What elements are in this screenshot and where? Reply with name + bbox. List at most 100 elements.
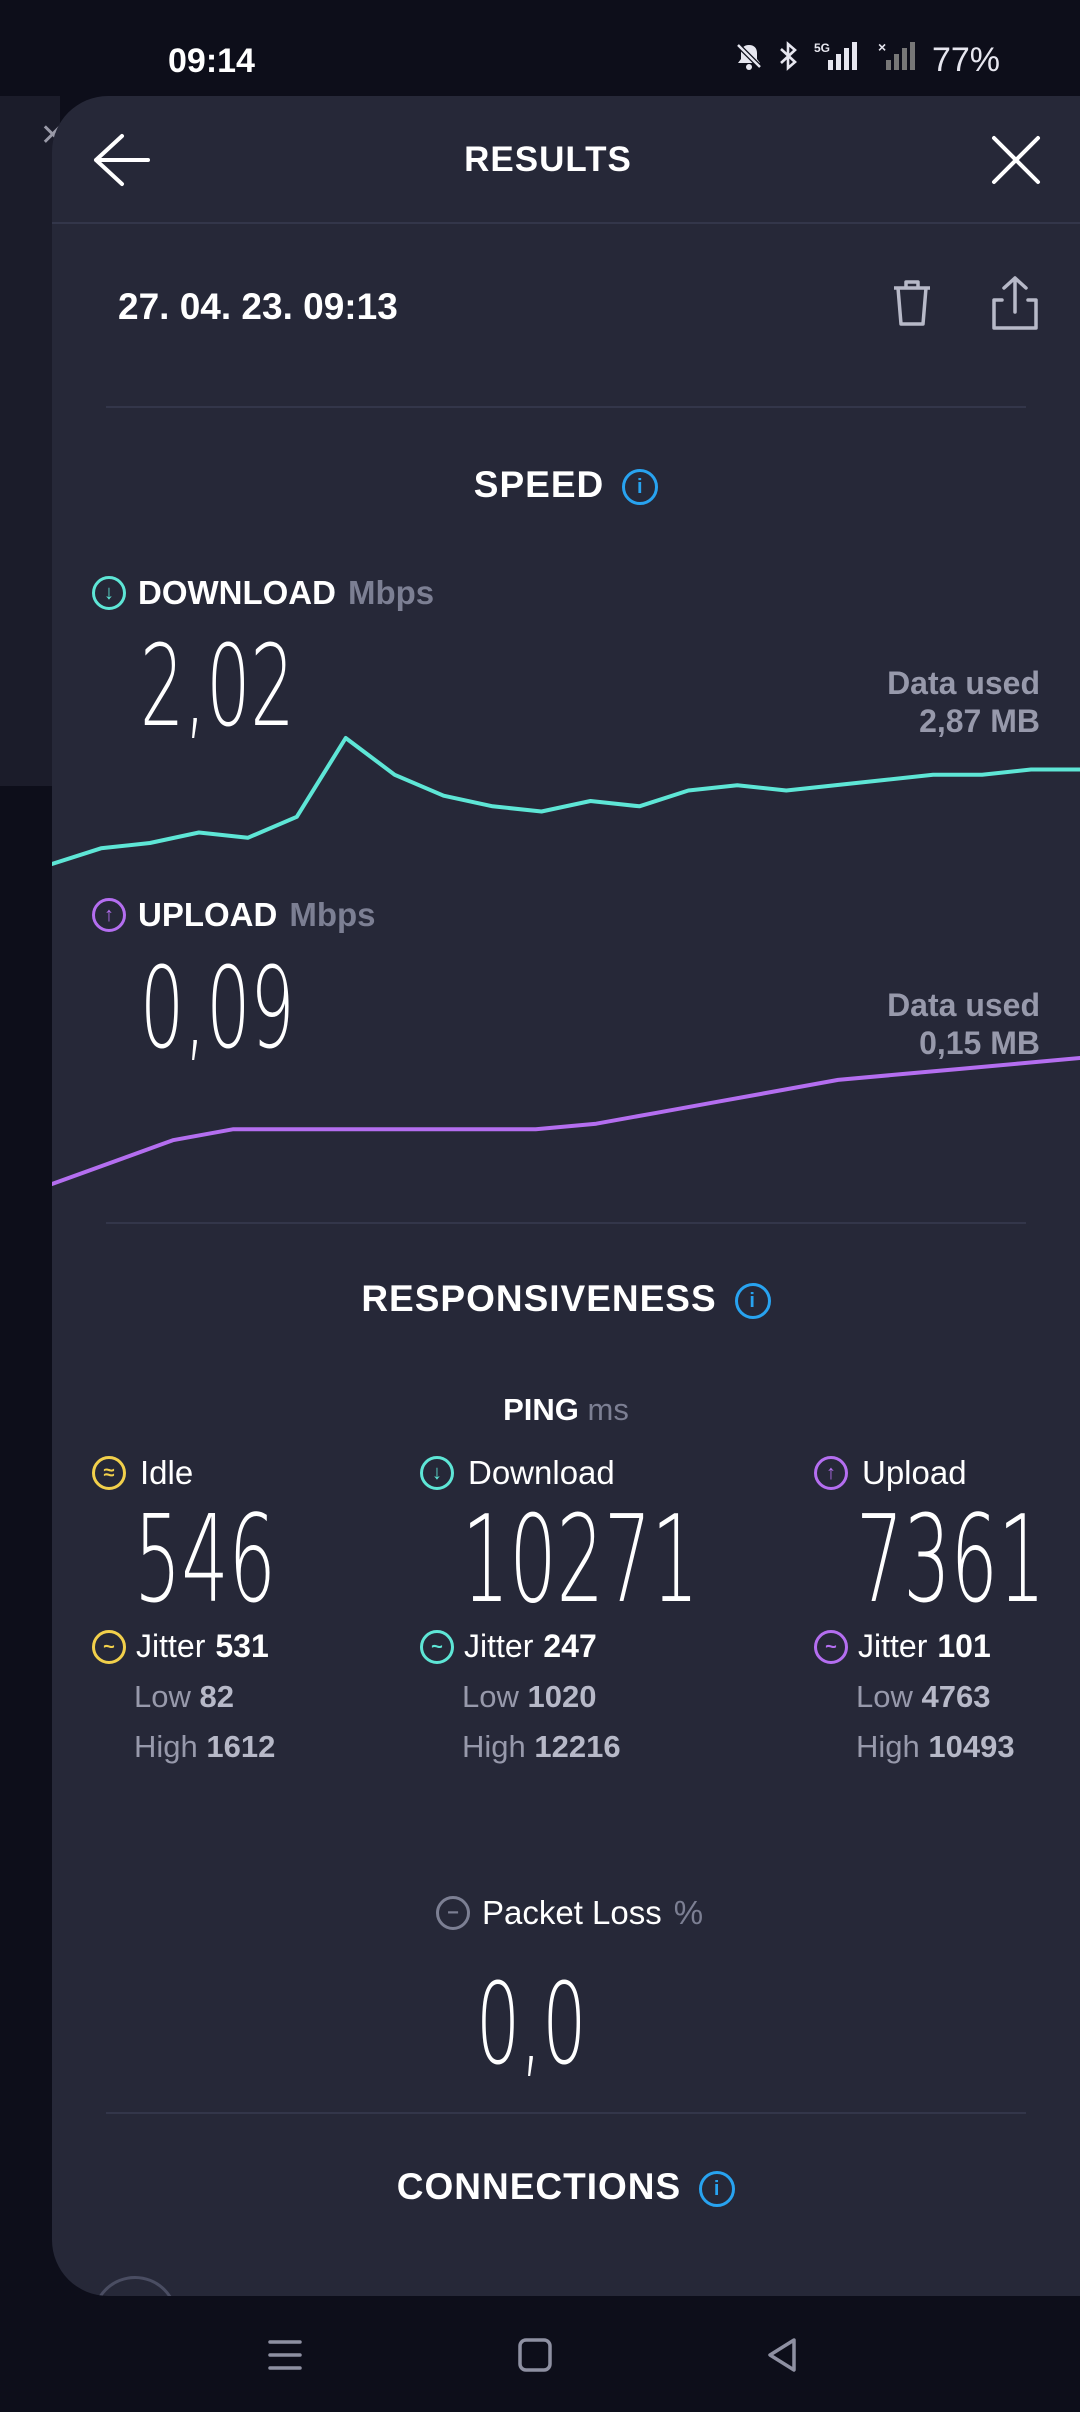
download-chart xyxy=(52,736,1080,866)
recents-icon xyxy=(268,2340,302,2370)
navigation-bar xyxy=(0,2296,1080,2412)
divider xyxy=(106,1222,1026,1224)
download-arrow-icon: ↓ xyxy=(92,576,126,610)
jitter-label: Jitter xyxy=(464,1628,534,1664)
svg-text:×: × xyxy=(878,40,886,55)
connections-title: CONNECTIONS xyxy=(396,2166,682,2207)
ping-upload-low: Low 4763 xyxy=(856,1679,1080,1715)
upload-chart-line xyxy=(52,1056,1080,1186)
results-sheet: RESULTS 27. 04. 23. 09:13 SPEED i ↓ DOWNL… xyxy=(52,96,1080,2296)
ping-upload-high: High 10493 xyxy=(856,1729,1080,1765)
result-date: 27. 04. 23. 09:13 xyxy=(118,286,398,327)
idle-icon: ≈ xyxy=(92,1456,126,1490)
divider xyxy=(106,2112,1026,2114)
speed-title: SPEED xyxy=(473,464,605,505)
ping-idle-high: High 1612 xyxy=(134,1729,432,1765)
download-data-used-label: Data used xyxy=(887,665,1040,701)
packet-loss-label: Packet Loss xyxy=(482,1894,662,1931)
ping-download-low-value: 1020 xyxy=(527,1679,597,1714)
ping-upload-jitter-value: 101 xyxy=(937,1628,991,1664)
download-label: ↓ DOWNLOAD Mbps xyxy=(92,574,434,612)
high-label: High xyxy=(462,1729,526,1764)
jitter-label: Jitter xyxy=(136,1628,206,1664)
battery-level: 77% xyxy=(931,40,1000,79)
jitter-label: Jitter xyxy=(858,1628,928,1664)
back-nav-button[interactable] xyxy=(758,2332,808,2378)
ping-upload-jitter: ~ Jitter 101 xyxy=(814,1628,1080,1665)
ping-upload-label: Upload xyxy=(862,1454,967,1491)
share-icon xyxy=(992,276,1038,330)
back-button[interactable] xyxy=(88,128,158,192)
network-label: 5G xyxy=(814,41,830,55)
ping-upload-high-value: 10493 xyxy=(928,1729,1015,1764)
delete-button[interactable] xyxy=(884,276,940,332)
home-icon xyxy=(518,2338,552,2372)
recents-button[interactable] xyxy=(260,2332,310,2378)
bluetooth-icon xyxy=(778,40,800,80)
ping-idle-jitter-value: 531 xyxy=(215,1628,269,1664)
packet-loss-unit: % xyxy=(673,1894,704,1931)
responsiveness-section-title: RESPONSIVENESS i xyxy=(52,1278,1080,1320)
download-data-used: Data used 2,87 MB xyxy=(887,664,1040,740)
low-label: Low xyxy=(134,1679,191,1714)
ping-download-jitter: ~ Jitter 247 xyxy=(420,1628,760,1665)
ping-idle-low: Low 82 xyxy=(134,1679,432,1715)
upload-arrow-icon: ↑ xyxy=(92,898,126,932)
upload-data-used: Data used 0,15 MB xyxy=(887,986,1040,1062)
packet-loss-head: − Packet Loss % xyxy=(436,1894,703,1932)
packet-loss-value: 0,0 xyxy=(476,1960,587,2090)
jitter-icon: ~ xyxy=(814,1629,848,1664)
upload-data-used-value: 0,15 MB xyxy=(919,1025,1040,1061)
upload-label: ↑ UPLOAD Mbps xyxy=(92,896,376,934)
ping-download-high-value: 12216 xyxy=(534,1729,621,1764)
mute-icon xyxy=(734,41,764,79)
upload-data-used-label: Data used xyxy=(887,987,1040,1023)
ping-label: PING xyxy=(503,1392,579,1427)
responsiveness-title: RESPONSIVENESS xyxy=(361,1278,717,1319)
close-icon xyxy=(992,136,1040,184)
upload-arrow-icon: ↑ xyxy=(814,1456,848,1490)
download-chart-line xyxy=(52,736,1080,866)
status-icons: 5G × 77% xyxy=(734,39,1000,80)
download-data-used-value: 2,87 MB xyxy=(919,703,1040,739)
ping-idle-jitter: ~ Jitter 531 xyxy=(92,1628,432,1665)
ping-idle-value: 546 xyxy=(134,1491,277,1630)
high-label: High xyxy=(134,1729,198,1764)
home-button[interactable] xyxy=(510,2332,560,2378)
ping-idle-column: ≈ Idle 546 ~ Jitter 531 Low 82 High 1612 xyxy=(92,1454,432,1765)
ping-idle-high-value: 1612 xyxy=(206,1729,276,1764)
upload-label-text: UPLOAD xyxy=(138,896,278,933)
ping-download-column: ↓ Download 10271 ~ Jitter 247 Low 1020 H… xyxy=(420,1454,760,1765)
signal-icon: × xyxy=(878,39,918,80)
download-value: 2,02 xyxy=(140,622,295,752)
ping-idle-label: Idle xyxy=(140,1454,194,1491)
5g-signal-icon: 5G xyxy=(814,40,864,80)
ping-upload-value: 7361 xyxy=(856,1491,1046,1630)
low-label: Low xyxy=(856,1679,913,1714)
download-arrow-icon: ↓ xyxy=(420,1456,454,1490)
close-button[interactable] xyxy=(984,128,1048,192)
download-unit: Mbps xyxy=(347,574,435,611)
top-bar: RESULTS xyxy=(52,96,1080,224)
ping-idle-head: ≈ Idle xyxy=(92,1454,432,1492)
ping-download-low: Low 1020 xyxy=(462,1679,760,1715)
ping-upload-low-value: 4763 xyxy=(921,1679,991,1714)
speed-info-icon[interactable]: i xyxy=(622,469,659,506)
ping-idle-low-value: 82 xyxy=(199,1679,234,1714)
responsiveness-info-icon[interactable]: i xyxy=(734,1283,771,1320)
high-label: High xyxy=(856,1729,920,1764)
ping-upload-head: ↑ Upload xyxy=(814,1454,1080,1492)
connection-avatar xyxy=(92,2276,178,2296)
trash-icon xyxy=(894,280,930,326)
divider xyxy=(106,406,1026,408)
connections-info-icon[interactable]: i xyxy=(699,2171,736,2208)
upload-unit: Mbps xyxy=(289,896,376,933)
speed-section-title: SPEED i xyxy=(52,464,1080,506)
upload-chart xyxy=(52,1056,1080,1186)
low-label: Low xyxy=(462,1679,519,1714)
share-button[interactable] xyxy=(986,274,1044,334)
ping-upload-column: ↑ Upload 7361 ~ Jitter 101 Low 4763 High… xyxy=(814,1454,1080,1765)
ping-download-jitter-value: 247 xyxy=(543,1628,597,1664)
ping-download-head: ↓ Download xyxy=(420,1454,760,1492)
status-bar: 09:14 5G × 77% xyxy=(0,0,1080,100)
